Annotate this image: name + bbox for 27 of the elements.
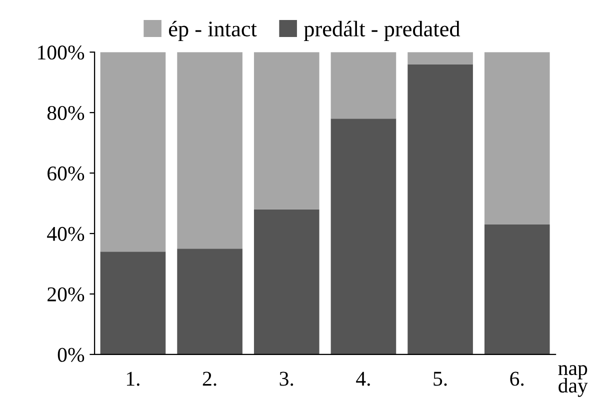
bar [408,52,473,64]
y-tick-label: 60% [48,166,84,181]
y-tick-label: 0% [58,348,84,362]
x-tick-label: 6. [510,372,524,386]
y-tick-label: 80% [47,106,84,120]
x-tick-label: 5. [434,372,447,386]
bar [484,224,550,354]
bar [100,252,166,354]
bar [177,52,242,249]
x-tick-label: 4. [356,372,370,386]
y-tick-label: 40% [47,226,84,242]
bar [177,248,242,354]
bar [254,209,320,354]
y-tick-label: 100% [38,46,84,60]
bar [484,52,550,224]
legend-label: predált - predated [304,20,460,42]
x-tick-label: 1. [126,372,140,386]
y-tick-label: 20% [48,287,84,302]
bar [330,52,396,119]
x-axis-title: nap day [558,365,588,397]
bar [254,52,320,210]
bar [100,52,166,252]
legend-label: ép - intact [168,20,257,42]
x-tick-label: 3. [280,372,294,386]
x-tick-label: 2. [202,372,216,386]
bar [330,118,396,354]
bar [408,64,473,354]
